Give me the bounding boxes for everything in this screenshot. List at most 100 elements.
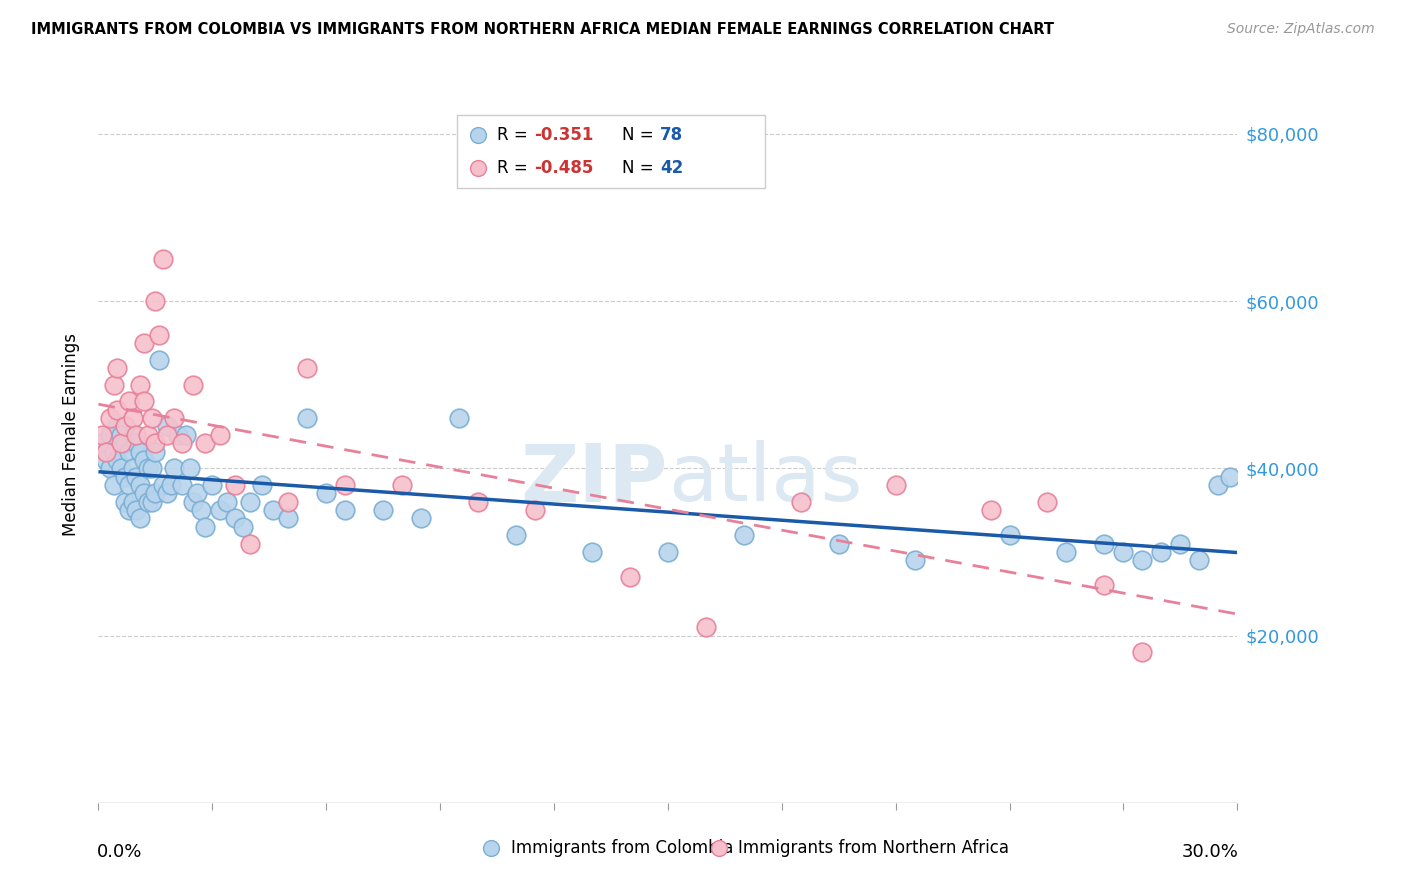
Text: ZIP: ZIP [520,440,668,518]
Point [156,419,179,434]
Point [107,361,129,376]
Point [790,494,813,508]
Point [118,478,141,492]
Point [1036,494,1059,508]
Point [91,436,114,450]
Text: -0.351: -0.351 [534,127,593,145]
Point [239,536,262,550]
Text: Immigrants from Northern Africa: Immigrants from Northern Africa [738,839,1010,857]
Point [114,494,136,508]
Point [391,478,413,492]
Point [315,486,337,500]
Point [129,478,152,492]
Point [156,486,179,500]
Point [1094,578,1116,592]
Point [136,428,159,442]
Point [411,511,433,525]
Point [107,419,129,434]
Point [262,503,284,517]
Point [91,428,114,442]
Point [208,503,231,517]
FancyBboxPatch shape [457,115,765,188]
Point [129,444,152,458]
Point [1112,545,1135,559]
Point [132,335,155,350]
Point [103,444,125,458]
Point [183,494,205,508]
Point [107,453,129,467]
Point [1056,545,1078,559]
Point [232,520,254,534]
Point [145,444,167,458]
Text: 0.0%: 0.0% [97,843,142,862]
Point [141,494,163,508]
Point [1150,545,1173,559]
Point [132,394,155,409]
Point [145,294,167,309]
Point [183,377,205,392]
Point [1170,536,1192,550]
Text: 42: 42 [659,159,683,177]
Point [884,478,907,492]
Point [335,478,357,492]
Point [103,478,125,492]
Point [277,494,299,508]
Text: R =: R = [498,127,527,145]
Point [998,528,1021,542]
Point [129,377,152,392]
Text: Immigrants from Colombia: Immigrants from Colombia [510,839,733,857]
Point [125,503,148,517]
Point [371,503,394,517]
Point [170,436,193,450]
Point [98,461,121,475]
Point [148,327,170,342]
Point [118,503,141,517]
Point [167,428,190,442]
Point [524,503,547,517]
Point [170,478,193,492]
Point [145,436,167,450]
Point [190,503,212,517]
Point [194,436,217,450]
Point [179,461,201,475]
Point [118,444,141,458]
Point [1094,536,1116,550]
Point [186,486,208,500]
Point [145,486,167,500]
Point [1219,469,1241,483]
Point [163,411,186,425]
Point [132,486,155,500]
Point [114,469,136,483]
Point [136,461,159,475]
Point [98,428,121,442]
Point [129,511,152,525]
Point [107,402,129,417]
Point [114,419,136,434]
Point [224,511,246,525]
Point [136,494,159,508]
Y-axis label: Median Female Earnings: Median Female Earnings [62,334,80,536]
Point [103,377,125,392]
Point [733,528,755,542]
Point [94,444,117,458]
Point [132,453,155,467]
Point [657,545,679,559]
Point [152,252,174,267]
Point [1351,796,1374,810]
Point [1208,478,1230,492]
Point [217,494,239,508]
Point [194,520,217,534]
Point [277,511,299,525]
Point [505,528,527,542]
Text: IMMIGRANTS FROM COLOMBIA VS IMMIGRANTS FROM NORTHERN AFRICA MEDIAN FEMALE EARNIN: IMMIGRANTS FROM COLOMBIA VS IMMIGRANTS F… [31,22,1054,37]
Point [110,428,132,442]
Point [125,469,148,483]
Point [695,620,717,634]
Text: -0.485: -0.485 [534,159,593,177]
Point [979,503,1001,517]
Point [297,361,319,376]
Point [98,411,121,425]
Point [125,436,148,450]
Text: 78: 78 [659,127,683,145]
Text: R =: R = [498,159,527,177]
